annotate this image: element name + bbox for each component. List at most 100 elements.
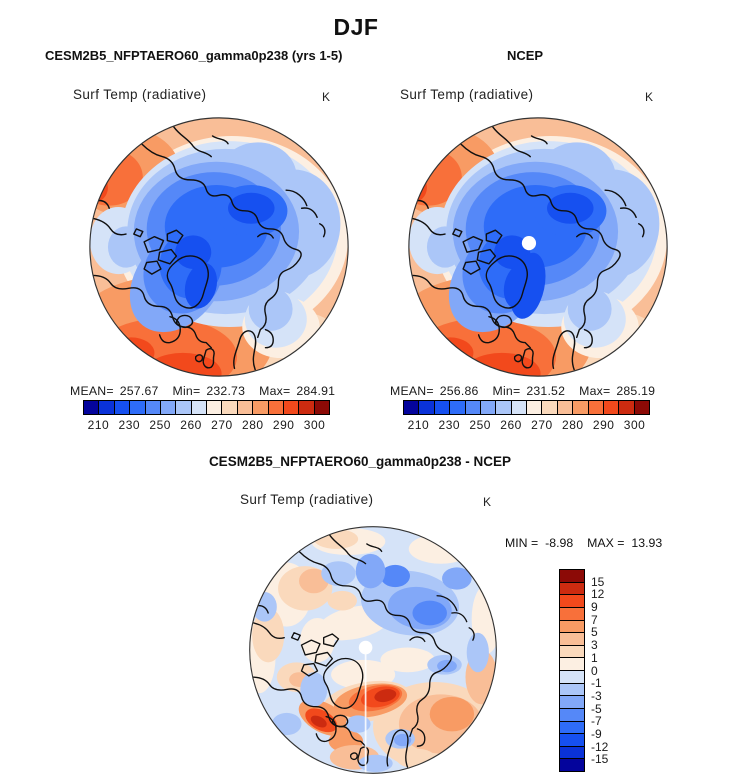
season-title: DJF [333,14,379,40]
colorbar-cell [560,671,584,684]
units-right: K [645,90,654,104]
colorbar-cell [160,401,177,414]
stats-diff: MIN = -8.98 MAX = 13.93 [505,536,669,550]
min-label: Min= [492,384,521,398]
colorbar-cell [253,401,269,414]
colorbar-cell [511,401,527,414]
colorbar-cell [299,401,315,414]
colorbar-cell [207,401,223,414]
colorbar-cell [419,401,435,414]
field-title-left: Surf Temp (radiative) [73,87,207,102]
max-label: Max= [579,384,611,398]
case-title-right: NCEP [506,48,544,63]
temperature-contours-model [89,117,349,377]
colorbar-cell [560,734,584,747]
colorbar-cell [560,721,584,735]
colorbar-tick-label: 230 [118,418,141,432]
colorbar-cell [145,401,161,414]
max-label: Max= [259,384,291,398]
colorbar-tick-label: 3 [591,638,598,653]
colorbar-cell [130,401,146,414]
colorbar-tick-label: 5 [591,625,598,640]
map-model [89,117,349,377]
colorbar-tick-label: 12 [591,587,605,602]
colorbar-cell [588,401,604,414]
colorbar-tick-label: -3 [591,688,602,703]
colorbar-cell [560,683,584,697]
colorbar-tick-label: 250 [149,418,171,432]
stats-left: MEAN= 257.67 Min= 232.73 Max= 284.91 [70,384,341,398]
colorbar-cell [434,401,451,414]
max-label: MAX = [587,536,625,550]
colorbar-tick-label: 9 [591,600,598,615]
colorbar-tick-label: 270 [211,418,233,432]
stats-right: MEAN= 256.86 Min= 231.52 Max= 285.19 [390,384,661,398]
colorbar-tick-label: 300 [303,418,326,432]
colorbar-tick-label: 290 [592,418,615,432]
colorbar-cell [496,401,512,414]
missing-data-pole-dot [521,236,537,251]
min-label: MIN = [505,536,539,550]
colorbar-tick-label: 210 [87,418,110,432]
map-boundary-circle [249,526,497,774]
map-boundary-circle [89,117,349,377]
colorbar-tick-label: -7 [591,714,602,729]
map-ncep [408,117,668,377]
colorbar-cell [560,708,584,722]
temperature-contours-difference [249,526,497,774]
colorbar-cell [560,746,584,760]
colorbar-cell [176,401,192,414]
colorbar-cell [465,401,481,414]
colorbar-tick-label: 280 [562,418,584,432]
colorbar-cell [560,645,584,659]
colorbar-tick-label: 15 [591,574,605,589]
colorbar-left [83,400,330,415]
colorbar-tick-label: -5 [591,701,602,716]
colorbar-cell [542,401,558,414]
colorbar-tick-label: 280 [242,418,264,432]
colorbar-cell [560,658,584,671]
colorbar-cell [114,401,131,414]
max-value: 13.93 [631,536,663,550]
colorbar-cell [560,696,584,709]
colorbar-cell [603,401,620,414]
map-difference [249,526,497,774]
colorbar-tick-label: 230 [438,418,461,432]
colorbar-cell [450,401,466,414]
mean-label: MEAN= [390,384,434,398]
colorbar-tick-label: 290 [272,418,295,432]
colorbar-cell [527,401,543,414]
colorbar-cell [237,401,254,414]
colorbar-tick-label: 1 [591,650,598,665]
colorbar-cell [560,759,584,771]
colorbar-cell [84,401,100,414]
colorbar-tick-label: -1 [591,676,602,691]
max-value: 285.19 [616,384,656,398]
field-title-diff: Surf Temp (radiative) [240,492,374,507]
colorbar-tick-label: 0 [591,663,598,678]
colorbar-cell [560,607,584,621]
colorbar-cell [99,401,115,414]
colorbar-cell [191,401,207,414]
colorbar-right-ticks: 210 230 250 260 270 280 290 300 [403,418,650,432]
difference-title: CESM2B5_NFPTAERO60_gamma0p238 - NCEP [208,454,512,469]
colorbar-cell [314,401,329,414]
min-value: 232.73 [206,384,246,398]
colorbar-tick-label: 260 [180,418,202,432]
mean-value: 257.67 [119,384,159,398]
colorbar-cell [560,633,584,646]
colorbar-cell [560,620,584,634]
colorbar-tick-label: -9 [591,726,602,741]
colorbar-cell [560,570,584,583]
temperature-contours-ncep [408,117,668,377]
colorbar-left-ticks: 210 230 250 260 270 280 290 300 [83,418,330,432]
max-value: 284.91 [296,384,336,398]
colorbar-cell [480,401,497,414]
colorbar-cell [268,401,284,414]
colorbar-tick-label: 270 [531,418,553,432]
missing-data-pole-dot [358,640,373,655]
colorbar-tick-label: -15 [591,752,609,767]
min-value: 231.52 [526,384,566,398]
colorbar-cell [283,401,300,414]
